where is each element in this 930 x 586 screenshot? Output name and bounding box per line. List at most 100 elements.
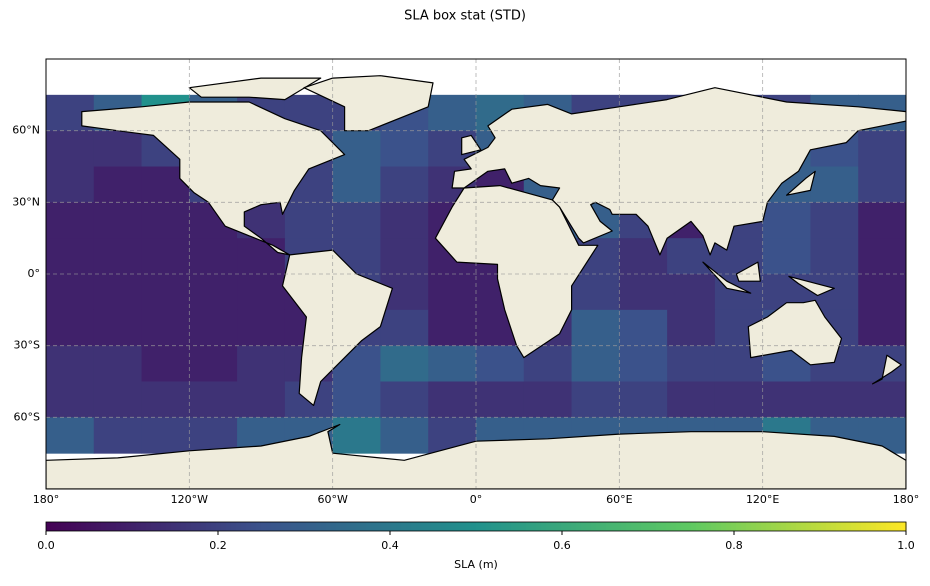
y-tick-label: 60°S [14, 410, 40, 423]
cell [380, 345, 429, 382]
colorbar-segment [591, 522, 597, 531]
colorbar-segment [811, 522, 817, 531]
colorbar-segment [416, 522, 422, 531]
colorbar-frame [45, 521, 907, 532]
colorbar-segment [601, 522, 607, 531]
colorbar-segment [546, 522, 552, 531]
colorbar-segment [586, 522, 592, 531]
cell [858, 130, 906, 167]
colorbar-segment [896, 522, 902, 531]
colorbar-tick-label: 0.2 [209, 539, 227, 552]
colorbar-segment [226, 522, 232, 531]
colorbar-segment [716, 522, 722, 531]
cell [428, 309, 477, 347]
colorbar-segment [766, 522, 772, 531]
colorbar-segment [126, 522, 132, 531]
colorbar-segment [551, 522, 557, 531]
cell [93, 166, 143, 203]
land [81, 101, 346, 256]
chart-title: SLA box stat (STD) [404, 9, 526, 24]
cell [858, 202, 906, 239]
colorbar-segment [116, 522, 122, 531]
colorbar-tick-label: 0.6 [553, 539, 571, 552]
colorbar-segment [456, 522, 462, 531]
cell [189, 345, 238, 382]
colorbar-segment [106, 522, 112, 531]
colorbar-segment [166, 522, 172, 531]
land [461, 134, 482, 156]
land [451, 87, 906, 256]
cell [619, 309, 668, 347]
colorbar-segment [251, 522, 257, 531]
colorbar-segment [56, 522, 62, 531]
colorbar-segment [136, 522, 142, 531]
cell [46, 274, 95, 311]
cell [428, 274, 477, 311]
colorbar-segment [711, 522, 717, 531]
x-tick-label: 180° [33, 493, 60, 506]
colorbar-segment [701, 522, 707, 531]
colorbar-segment [286, 522, 292, 531]
colorbar-segment [756, 522, 762, 531]
colorbar-segment [531, 522, 537, 531]
colorbar-segment [246, 522, 252, 531]
colorbar-segment [681, 522, 687, 531]
colorbar-segment [216, 522, 222, 531]
cell [189, 274, 238, 311]
colorbar-tick-label: 0.0 [37, 539, 55, 552]
colorbar-segment [496, 522, 502, 531]
colorbar-segment [541, 522, 547, 531]
cell [667, 274, 716, 311]
cell [284, 202, 334, 239]
colorbar-segment [81, 522, 87, 531]
colorbar-segment [866, 522, 872, 531]
colorbar-segment [191, 522, 197, 531]
colorbar-segment [146, 522, 152, 531]
cell [858, 381, 906, 418]
colorbar-segment [281, 522, 287, 531]
colorbar-segment [371, 522, 377, 531]
cell [858, 309, 906, 347]
colorbar-segment [616, 522, 622, 531]
colorbar-segment [386, 522, 392, 531]
colorbar-segment [101, 522, 107, 531]
cell [428, 94, 477, 132]
cell [93, 130, 143, 167]
colorbar-segment [431, 522, 437, 531]
colorbar-segment [156, 522, 162, 531]
colorbar-segment [186, 522, 192, 531]
colorbar-segment [891, 522, 897, 531]
colorbar-segment [236, 522, 242, 531]
colorbar-segment [511, 522, 517, 531]
colorbar-segment [51, 522, 57, 531]
cell [762, 202, 811, 239]
colorbar-segment [831, 522, 837, 531]
colorbar-segment [571, 522, 577, 531]
colorbar-segment [676, 522, 682, 531]
x-tick-label: 180° [893, 493, 920, 506]
colorbar-segment [841, 522, 847, 531]
colorbar-segment [256, 522, 262, 531]
colorbar-segment [121, 522, 127, 531]
colorbar-segment [741, 522, 747, 531]
colorbar-segment [596, 522, 602, 531]
cell [667, 345, 716, 382]
colorbar-segment [486, 522, 492, 531]
colorbar-segment [461, 522, 467, 531]
land [735, 261, 761, 282]
colorbar-segment [631, 522, 637, 531]
colorbar-segment [611, 522, 617, 531]
cell [237, 274, 286, 311]
x-tick-label: 120°W [171, 493, 208, 506]
colorbar-segment [151, 522, 157, 531]
cell [667, 309, 716, 347]
colorbar-segment [686, 522, 692, 531]
cell [619, 381, 668, 418]
colorbar-segment [276, 522, 282, 531]
cell [141, 238, 190, 275]
land [872, 354, 902, 385]
colorbar-segment [536, 522, 542, 531]
cell [93, 417, 143, 454]
colorbar-segment [311, 522, 317, 531]
colorbar-segment [791, 522, 797, 531]
